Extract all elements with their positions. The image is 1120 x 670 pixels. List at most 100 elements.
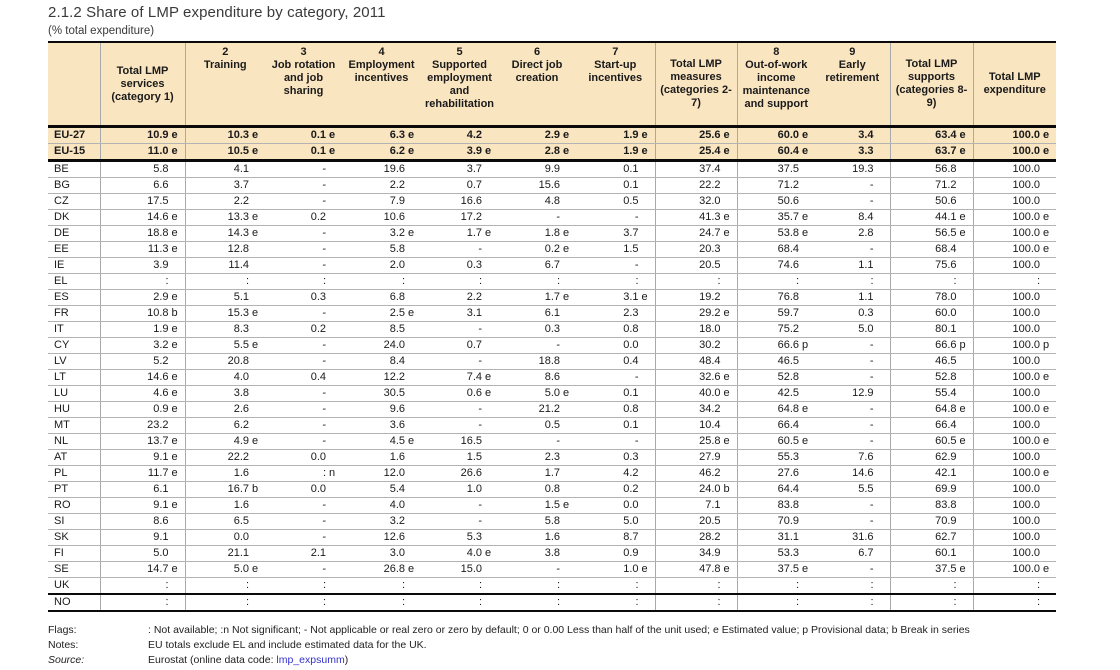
cell-lt-employment-incentives: 12.2: [342, 369, 421, 386]
cell-si-early-retirement: -: [815, 513, 891, 530]
notes-note: Notes: EU totals exclude EL and include …: [48, 639, 1056, 651]
cell-at-employment-incentives: 1.6: [342, 449, 421, 466]
cell-ee-start-up-incentives: 1.5: [576, 241, 656, 258]
cell-lu-start-up-incentives: 0.1: [576, 385, 656, 402]
cell-mt-employment-incentives: 3.6: [342, 417, 421, 434]
cell-el-supported-employment: :: [421, 273, 498, 290]
cell-se-training: 5.0 e: [185, 561, 265, 578]
cell-cy-job-rotation: -: [265, 337, 342, 354]
cell-cz-start-up-incentives: 0.5: [576, 193, 656, 210]
source-text: Eurostat (online data code: lmp_expsumm): [148, 654, 1056, 666]
cell-lv-employment-incentives: 8.4: [342, 353, 421, 370]
cell-fi-early-retirement: 6.7: [815, 545, 891, 562]
cell-si-training: 6.5: [185, 513, 265, 530]
cell-dk-total-lmp-measures: 41.3 e: [655, 209, 738, 226]
cell-eu-15-total-lmp-supports: 63.7 e: [890, 143, 974, 162]
cell-nl-start-up-incentives: -: [576, 433, 656, 450]
cell-lu-total-lmp-expenditure: 100.0: [973, 385, 1056, 402]
cell-it-total-lmp-expenditure: 100.0: [973, 321, 1056, 338]
cell-ro-total-lmp-measures: 7.1: [655, 497, 738, 514]
cell-ee-early-retirement: -: [815, 241, 891, 258]
col-header-total-lmp-services: Total LMP services (category 1): [100, 42, 186, 128]
cell-de-employment-incentives: 3.2 e: [342, 225, 421, 242]
cell-si-employment-incentives: 3.2: [342, 513, 421, 530]
cell-mt-start-up-incentives: 0.1: [576, 417, 656, 434]
cell-de-total-lmp-supports: 56.5 e: [890, 225, 974, 242]
cell-lu-direct-job-creation: 5.0 e: [498, 385, 576, 402]
cell-cz-out-of-work-income: 50.6: [737, 193, 815, 210]
cell-lu-training: 3.8: [185, 385, 265, 402]
row-label-cz: CZ: [48, 193, 101, 210]
cell-eu-27-start-up-incentives: 1.9 e: [576, 126, 656, 144]
cell-bg-out-of-work-income: 71.2: [737, 177, 815, 194]
cell-bg-supported-employment: 0.7: [421, 177, 498, 194]
row-label-es: ES: [48, 289, 101, 306]
cell-ie-total-lmp-expenditure: 100.0: [973, 257, 1056, 274]
cell-pt-total-lmp-services: 6.1: [100, 481, 186, 498]
cell-cy-total-lmp-expenditure: 100.0 p: [973, 337, 1056, 354]
cell-pl-early-retirement: 14.6: [815, 465, 891, 482]
cell-si-supported-employment: -: [421, 513, 498, 530]
cell-pl-total-lmp-expenditure: 100.0 e: [973, 465, 1056, 482]
data-code-link[interactable]: lmp_expsumm: [276, 654, 345, 666]
cell-ie-total-lmp-supports: 75.6: [890, 257, 974, 274]
cell-es-total-lmp-services: 2.9 e: [100, 289, 186, 306]
cell-cz-total-lmp-expenditure: 100.0: [973, 193, 1056, 210]
cell-ie-training: 11.4: [185, 257, 265, 274]
cell-it-total-lmp-supports: 80.1: [890, 321, 974, 338]
cell-se-direct-job-creation: -: [498, 561, 576, 578]
cell-ie-job-rotation: -: [265, 257, 342, 274]
cell-uk-total-lmp-expenditure: :: [973, 577, 1056, 595]
cell-lv-out-of-work-income: 46.5: [737, 353, 815, 370]
cell-fi-total-lmp-services: 5.0: [100, 545, 186, 562]
cell-de-total-lmp-services: 18.8 e: [100, 225, 186, 242]
cell-ro-out-of-work-income: 83.8: [737, 497, 815, 514]
row-label-el: EL: [48, 273, 101, 290]
table-row-fi: FI 5.0 21.1 2.1 3.0 4.0 e 3.8 0.9 34.9 53.3 6.7 60.1…: [48, 545, 1056, 562]
table-row-nl: NL 13.7 e 4.9 e -4.5 e 16.5- -25.8 e 60.5 e -60.5 e 10…: [48, 433, 1056, 450]
table-row-ie: IE 3.9 11.4-2.0 0.3 6.7-20.5 74.6 1.1 75.6 100.0: [48, 257, 1056, 274]
cell-de-direct-job-creation: 1.8 e: [498, 225, 576, 242]
cell-it-job-rotation: 0.2: [265, 321, 342, 338]
cell-sk-early-retirement: 31.6: [815, 529, 891, 546]
cell-es-job-rotation: 0.3: [265, 289, 342, 306]
cell-ie-total-lmp-measures: 20.5: [655, 257, 738, 274]
cell-se-total-lmp-supports: 37.5 e: [890, 561, 974, 578]
cell-lu-employment-incentives: 30.5: [342, 385, 421, 402]
row-label-sk: SK: [48, 529, 101, 546]
cell-uk-total-lmp-services: :: [100, 577, 186, 595]
cell-uk-total-lmp-supports: :: [890, 577, 974, 595]
cell-hu-job-rotation: -: [265, 401, 342, 418]
cell-es-supported-employment: 2.2: [421, 289, 498, 306]
cell-es-total-lmp-supports: 78.0: [890, 289, 974, 306]
cell-lu-total-lmp-measures: 40.0 e: [655, 385, 738, 402]
cell-dk-job-rotation: 0.2: [265, 209, 342, 226]
cell-it-direct-job-creation: 0.3: [498, 321, 576, 338]
cell-el-employment-incentives: :: [342, 273, 421, 290]
row-label-se: SE: [48, 561, 101, 578]
cell-es-direct-job-creation: 1.7 e: [498, 289, 576, 306]
cell-at-total-lmp-measures: 27.9: [655, 449, 738, 466]
cell-no-direct-job-creation: :: [498, 594, 576, 612]
cell-no-training: :: [185, 594, 265, 612]
cell-eu-15-out-of-work-income: 60.4 e: [737, 143, 815, 162]
cell-el-start-up-incentives: :: [576, 273, 656, 290]
cell-dk-total-lmp-expenditure: 100.0 e: [973, 209, 1056, 226]
page-subtitle: (% total expenditure): [48, 25, 155, 37]
cell-hu-out-of-work-income: 64.8 e: [737, 401, 815, 418]
cell-eu-15-total-lmp-measures: 25.4 e: [655, 143, 738, 162]
cell-ro-job-rotation: -: [265, 497, 342, 514]
cell-lu-early-retirement: 12.9: [815, 385, 891, 402]
cell-eu-15-employment-incentives: 6.2 e: [342, 143, 421, 162]
cell-el-direct-job-creation: :: [498, 273, 576, 290]
cell-eu-15-direct-job-creation: 2.8 e: [498, 143, 576, 162]
cell-ro-start-up-incentives: 0.0: [576, 497, 656, 514]
cell-lt-supported-employment: 7.4 e: [421, 369, 498, 386]
cell-hu-start-up-incentives: 0.8: [576, 401, 656, 418]
row-label-lv: LV: [48, 353, 101, 370]
cell-no-early-retirement: :: [815, 594, 891, 612]
col-header-total-lmp-supports: Total LMP supports (categories 8-9): [890, 42, 974, 128]
cell-nl-supported-employment: 16.5: [421, 433, 498, 450]
cell-lv-early-retirement: -: [815, 353, 891, 370]
cell-se-total-lmp-services: 14.7 e: [100, 561, 186, 578]
